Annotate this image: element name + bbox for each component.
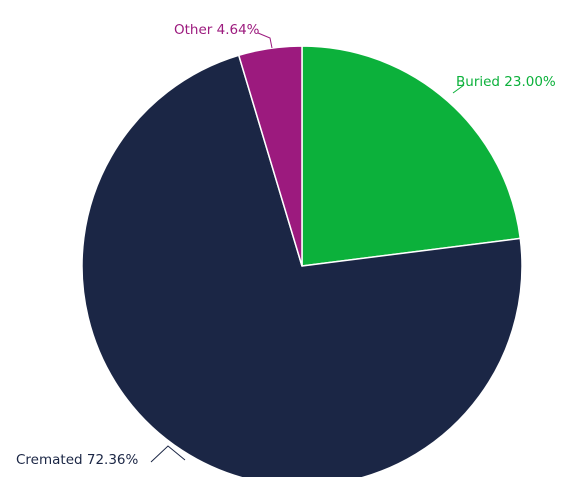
leader-line-buried xyxy=(452,84,465,94)
slice-labels: Buried 23.00% Cremated 72.36% Other 4.64% xyxy=(16,22,556,468)
pie-slices xyxy=(81,45,523,477)
slice-label-other: Other 4.64% xyxy=(174,22,260,38)
slice-label-buried: Buried 23.00% xyxy=(456,74,556,90)
leader-line-cremated xyxy=(150,445,186,463)
pie-slice-other xyxy=(238,45,303,267)
leader-lines xyxy=(150,32,465,463)
leader-line-other xyxy=(257,32,273,49)
pie-slice-buried xyxy=(301,45,522,267)
slice-label-cremated: Cremated 72.36% xyxy=(16,452,139,468)
